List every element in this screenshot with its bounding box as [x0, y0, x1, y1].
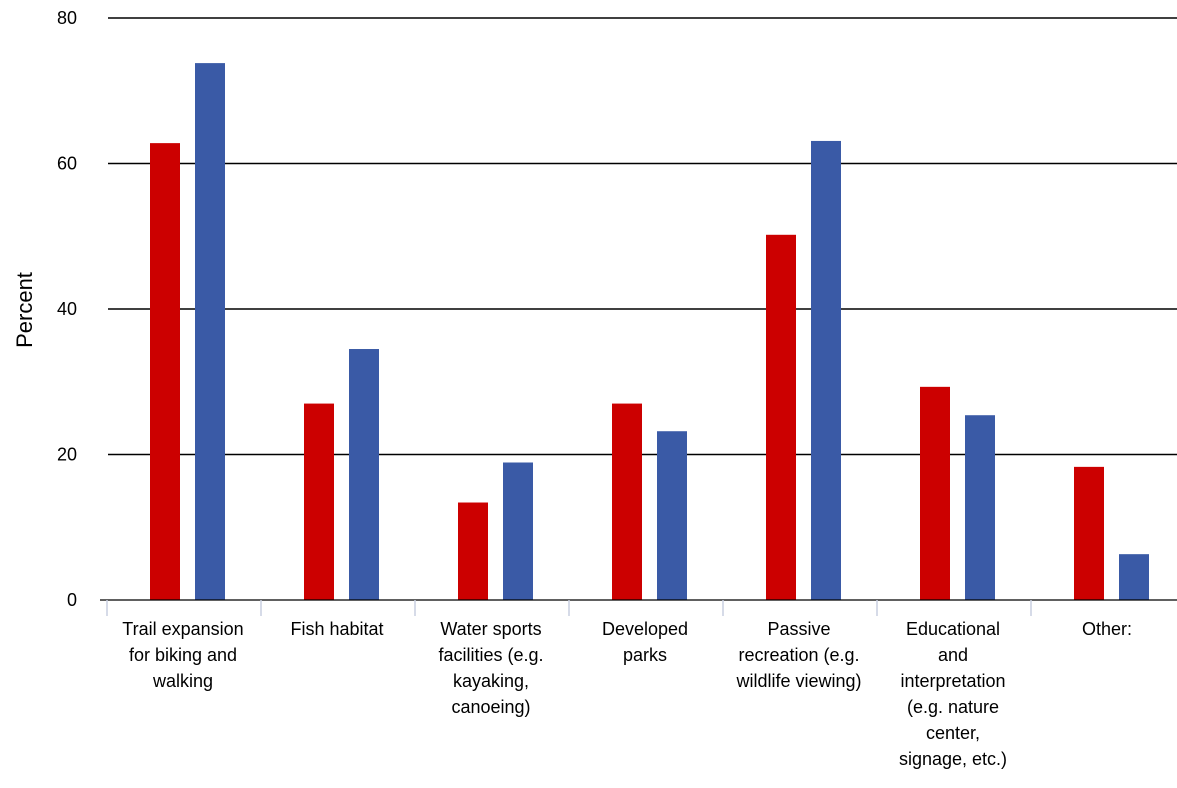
x-category-label-line: Fish habitat [290, 619, 383, 639]
x-category-label-line: Water sports [440, 619, 541, 639]
bar-series2-5 [965, 415, 995, 600]
y-tick-label-20: 20 [57, 445, 77, 465]
x-category-label-line: parks [623, 645, 667, 665]
y-tick-label-40: 40 [57, 299, 77, 319]
bar-series1-0 [150, 143, 180, 600]
bar-series1-3 [612, 403, 642, 600]
x-category-label-5: Educational and interpretation (e.g. nature… [899, 619, 1007, 769]
x-category-label-line: interpretation [900, 671, 1005, 691]
y-tick-label-60: 60 [57, 154, 77, 174]
x-category-label-line: recreation (e.g. [738, 645, 859, 665]
y-axis-title: Percent [12, 272, 37, 348]
category-labels: Trail expansion for biking and walking Fish… [122, 619, 1132, 769]
x-category-label-line: walking [152, 671, 213, 691]
bar-series2-2 [503, 462, 533, 600]
x-category-label-line: Educational [906, 619, 1000, 639]
x-category-label-line: Other: [1082, 619, 1132, 639]
x-category-label-line: signage, etc.) [899, 749, 1007, 769]
x-category-label-0: Trail expansion for biking and walking [122, 619, 243, 691]
x-category-label-line: Developed [602, 619, 688, 639]
bar-series1-6 [1074, 466, 1104, 600]
bar-series1-4 [766, 234, 796, 601]
x-category-label-line: for biking and [129, 645, 237, 665]
x-category-label-line: kayaking, [453, 671, 529, 691]
bar-series2-1 [349, 349, 379, 600]
x-category-label-6: Other: [1082, 619, 1132, 639]
x-category-label-line: and [938, 645, 968, 665]
bar-series1-1 [304, 403, 334, 600]
x-category-label-2: Water sports facilities (e.g. kayaking, can… [438, 619, 543, 717]
x-category-label-line: canoeing) [451, 697, 530, 717]
x-category-label-line: facilities (e.g. [438, 645, 543, 665]
bars [150, 63, 1149, 601]
x-category-label-3: Developed parks [602, 619, 688, 665]
x-category-label-line: center, [926, 723, 980, 743]
x-category-label-line: (e.g. nature [907, 697, 999, 717]
y-tick-labels: 0 20 40 60 80 [57, 8, 77, 610]
x-category-label-line: wildlife viewing) [735, 671, 861, 691]
y-tick-label-0: 0 [67, 590, 77, 610]
bar-series2-3 [657, 431, 687, 600]
x-category-label-line: Trail expansion [122, 619, 243, 639]
x-axis [100, 599, 1177, 616]
bar-series1-5 [920, 386, 950, 600]
x-category-label-1: Fish habitat [290, 619, 383, 639]
bar-series2-0 [195, 63, 225, 601]
bar-series2-6 [1119, 554, 1149, 600]
x-category-label-4: Passive recreation (e.g. wildlife viewing) [735, 619, 861, 691]
bar-series1-2 [458, 502, 488, 600]
y-tick-label-80: 80 [57, 8, 77, 28]
x-category-label-line: Passive [767, 619, 830, 639]
bar-series2-4 [811, 140, 841, 600]
gridlines [108, 17, 1177, 456]
